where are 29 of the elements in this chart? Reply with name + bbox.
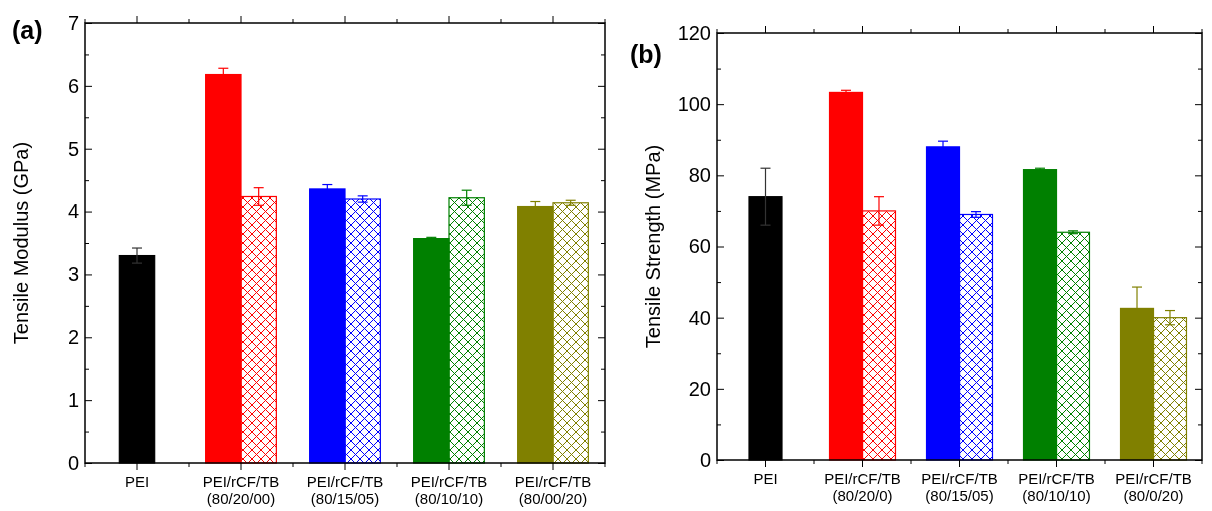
y-tick-label: 1 (67, 389, 79, 412)
text: (b) (630, 40, 662, 68)
x-tick-label: PEI/rCF/TB (80/0/20) (1115, 470, 1192, 504)
y-axis-title: Tensile Modulus (GPa) (10, 141, 32, 345)
y-tick-label: 80 (688, 164, 711, 187)
text: (a) (12, 16, 43, 44)
x-tick-label: PEI/rCF/TB (80/00/20) (514, 473, 592, 507)
x-tick-label: PEI/rCF/TB (80/20/0) (824, 470, 901, 504)
y-tick-label: 0 (699, 448, 711, 471)
y-tick-label: 7 (67, 11, 79, 34)
x-tick-label: PEI/rCF/TB (80/10/10) (1018, 470, 1095, 504)
y-tick-label: 3 (67, 263, 79, 286)
y-tick-label: 2 (67, 326, 79, 349)
y-tick-label: 6 (67, 74, 79, 97)
y-tick-label: 20 (688, 377, 711, 400)
y-axis-title: Tensile Strength (MPa) (642, 144, 664, 349)
y-tick-label: 40 (688, 306, 711, 329)
y-tick-label: 5 (67, 137, 79, 160)
x-tick-label: PEI/rCF/TB (80/15/05) (306, 473, 384, 507)
x-tick-label: PEI/rCF/TB (80/20/00) (202, 473, 280, 507)
y-tick-label: 4 (67, 200, 79, 223)
x-tick-label: PEI (124, 473, 150, 490)
x-tick-label: PEI/rCF/TB (80/15/05) (921, 470, 998, 504)
y-tick-label: 120 (677, 21, 711, 44)
x-tick-label: PEI/rCF/TB (80/10/10) (410, 473, 488, 507)
x-tick-label: PEI (753, 470, 778, 487)
y-tick-label: 100 (677, 93, 711, 116)
y-tick-label: 0 (67, 451, 79, 474)
y-tick-label: 60 (688, 235, 711, 258)
